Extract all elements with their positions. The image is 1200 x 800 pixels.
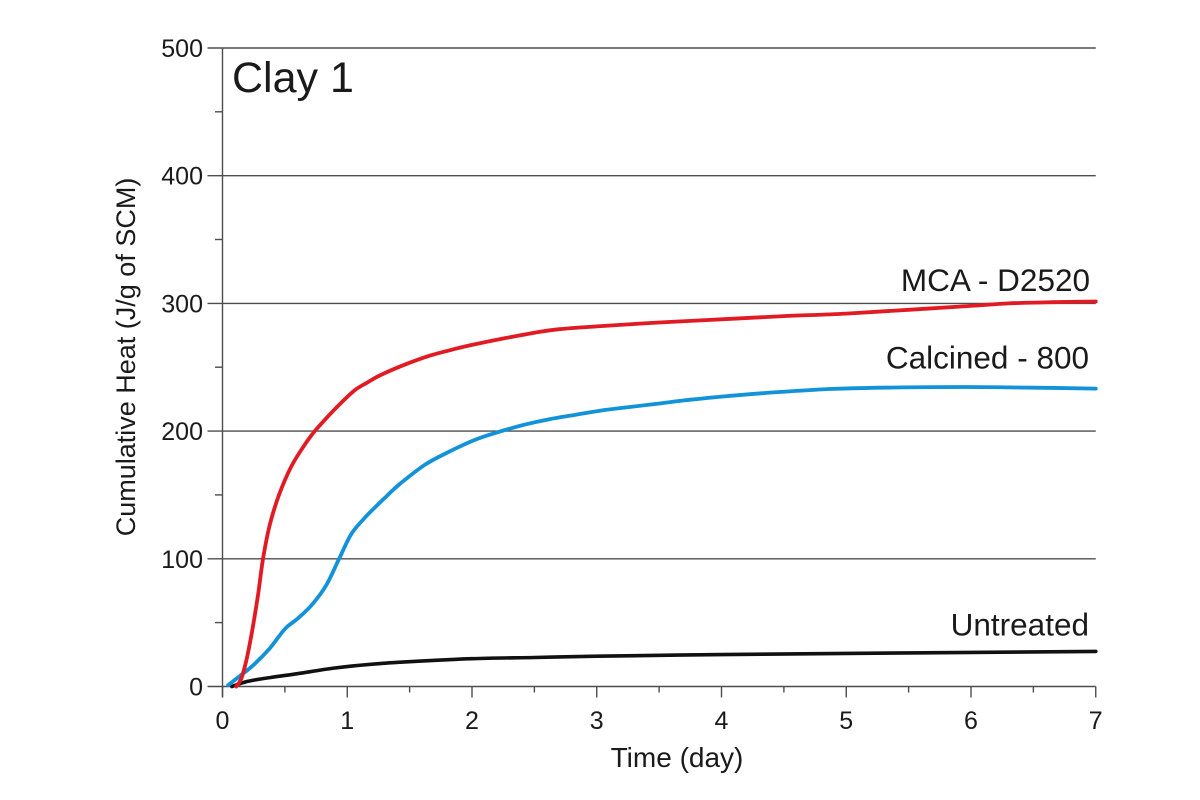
svg-text:0: 0 bbox=[189, 674, 203, 702]
svg-text:400: 400 bbox=[161, 163, 203, 191]
svg-text:MCA - D2520: MCA - D2520 bbox=[901, 262, 1090, 298]
svg-text:6: 6 bbox=[964, 707, 978, 735]
svg-text:300: 300 bbox=[161, 290, 203, 318]
svg-text:Cumulative Heat (J/g of SCM): Cumulative Heat (J/g of SCM) bbox=[111, 178, 141, 537]
svg-text:0: 0 bbox=[216, 707, 230, 735]
svg-text:7: 7 bbox=[1089, 707, 1103, 735]
svg-text:4: 4 bbox=[715, 707, 729, 735]
svg-text:100: 100 bbox=[161, 546, 203, 574]
svg-text:Calcined - 800: Calcined - 800 bbox=[886, 340, 1089, 376]
svg-text:Time (day): Time (day) bbox=[611, 742, 744, 773]
svg-text:200: 200 bbox=[161, 418, 203, 446]
svg-text:3: 3 bbox=[590, 707, 604, 735]
svg-text:2: 2 bbox=[465, 707, 479, 735]
svg-text:1: 1 bbox=[340, 707, 354, 735]
svg-text:Clay 1: Clay 1 bbox=[232, 54, 354, 102]
svg-text:5: 5 bbox=[839, 707, 853, 735]
svg-text:500: 500 bbox=[161, 35, 203, 63]
svg-text:Untreated: Untreated bbox=[951, 607, 1089, 643]
